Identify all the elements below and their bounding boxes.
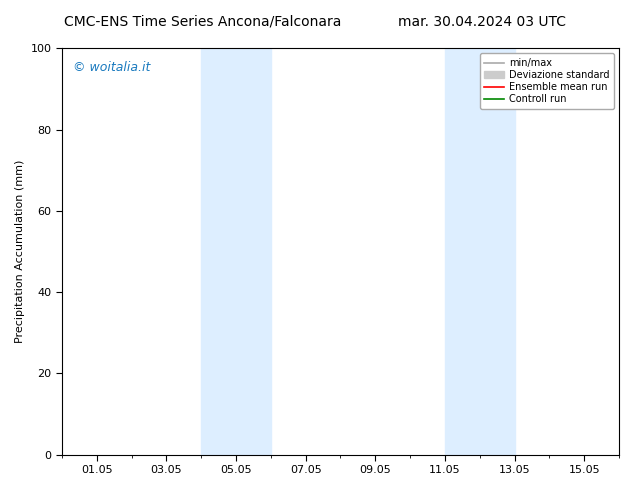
Text: © woitalia.it: © woitalia.it xyxy=(73,61,150,74)
Bar xyxy=(445,49,515,455)
Text: mar. 30.04.2024 03 UTC: mar. 30.04.2024 03 UTC xyxy=(398,15,566,29)
Y-axis label: Precipitation Accumulation (mm): Precipitation Accumulation (mm) xyxy=(15,160,25,343)
Bar xyxy=(201,49,271,455)
Text: CMC-ENS Time Series Ancona/Falconara: CMC-ENS Time Series Ancona/Falconara xyxy=(64,15,342,29)
Legend: min/max, Deviazione standard, Ensemble mean run, Controll run: min/max, Deviazione standard, Ensemble m… xyxy=(479,53,614,109)
